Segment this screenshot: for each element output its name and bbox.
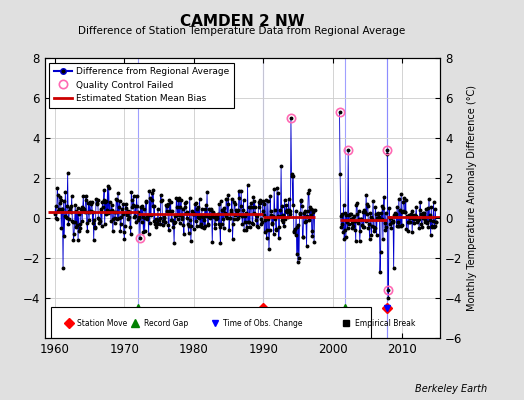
Text: Record Gap: Record Gap [144, 318, 188, 328]
Text: Difference of Station Temperature Data from Regional Average: Difference of Station Temperature Data f… [79, 26, 406, 36]
Text: Berkeley Earth: Berkeley Earth [415, 384, 487, 394]
Text: CAMDEN 2 NW: CAMDEN 2 NW [180, 14, 304, 29]
Text: Empirical Break: Empirical Break [355, 318, 415, 328]
Y-axis label: Monthly Temperature Anomaly Difference (°C): Monthly Temperature Anomaly Difference (… [466, 85, 476, 311]
Bar [51, 307, 371, 338]
Text: Time of Obs. Change: Time of Obs. Change [223, 318, 302, 328]
Text: Station Move: Station Move [77, 318, 127, 328]
Legend: Difference from Regional Average, Quality Control Failed, Estimated Station Mean: Difference from Regional Average, Qualit… [49, 62, 234, 108]
